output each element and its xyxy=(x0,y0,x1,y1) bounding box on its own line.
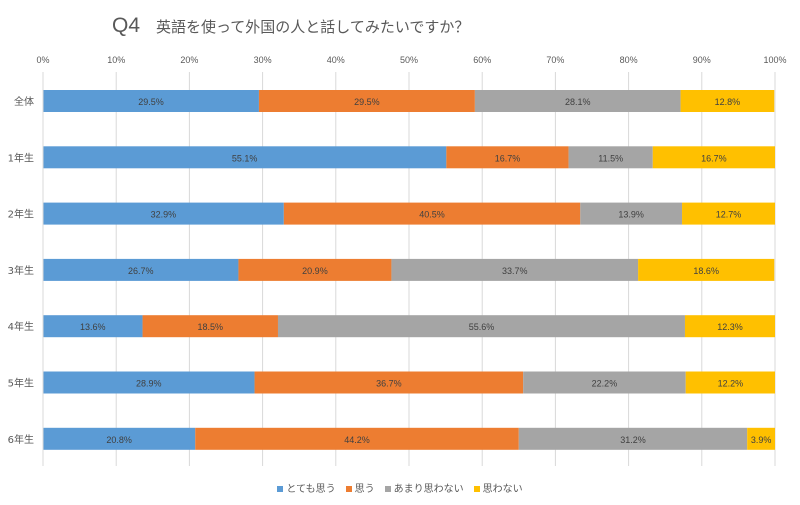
legend-swatch xyxy=(384,486,391,492)
bar-segment xyxy=(568,146,653,169)
data-label: 20.8% xyxy=(106,435,132,445)
x-tick-label: 70% xyxy=(546,55,564,65)
legend-label: 思わない xyxy=(482,484,523,495)
data-label: 29.5% xyxy=(354,97,380,107)
data-label: 33.7% xyxy=(502,266,528,276)
title-prefix: Q4 xyxy=(112,14,141,37)
bar-segment xyxy=(446,146,569,169)
category-label: 2年生 xyxy=(8,208,34,221)
legend-swatch xyxy=(277,486,284,492)
bar-segment xyxy=(685,371,775,394)
bar-segment xyxy=(277,315,685,338)
category-label: 5年生 xyxy=(8,377,34,390)
x-tick-label: 100% xyxy=(763,55,786,65)
data-label: 16.7% xyxy=(701,153,727,163)
data-label: 12.8% xyxy=(715,97,741,107)
data-label: 18.5% xyxy=(197,322,223,332)
legend-label: 思う xyxy=(354,484,375,495)
bar-segment xyxy=(142,315,278,338)
data-label: 55.1% xyxy=(232,153,258,163)
bar-segment xyxy=(43,427,196,450)
bar-segment xyxy=(652,146,775,169)
data-label: 16.7% xyxy=(495,153,521,163)
data-label: 32.9% xyxy=(151,210,177,220)
bar-segment xyxy=(747,427,775,450)
legend-item: あまり思わない xyxy=(384,480,464,495)
data-label: 13.6% xyxy=(80,322,106,332)
bar-segment xyxy=(254,371,524,394)
data-label: 26.7% xyxy=(128,266,154,276)
legend-item: 思わない xyxy=(473,480,523,495)
chart-title: Q4 英語を使って外国の人と話してみたいですか？ xyxy=(112,14,469,38)
bar-segment xyxy=(680,90,775,112)
legend-swatch xyxy=(345,486,352,492)
x-tick-label: 60% xyxy=(473,55,491,65)
x-tick-label: 90% xyxy=(693,55,711,65)
bar-segment xyxy=(474,90,681,112)
legend-item: 思う xyxy=(345,480,375,495)
data-label: 20.9% xyxy=(302,266,328,276)
category-label: 6年生 xyxy=(8,433,34,446)
bar-segment xyxy=(684,315,775,338)
data-label: 22.2% xyxy=(592,379,618,389)
x-tick-label: 10% xyxy=(107,55,125,65)
legend-label: あまり思わない xyxy=(393,484,464,495)
bar-segment xyxy=(258,90,475,112)
category-label: 4年生 xyxy=(8,320,34,333)
bar-segment xyxy=(43,90,259,112)
title-text: 英語を使って外国の人と話してみたいですか？ xyxy=(156,18,470,36)
bar-segment xyxy=(283,202,581,225)
data-label: 29.5% xyxy=(138,97,164,107)
data-label: 44.2% xyxy=(344,435,370,445)
x-tick-label: 50% xyxy=(400,55,418,65)
data-label: 31.2% xyxy=(620,435,646,445)
legend-swatch xyxy=(473,486,480,492)
category-label: 全体 xyxy=(14,95,34,108)
data-label: 55.6% xyxy=(469,322,495,332)
bar-segment xyxy=(638,258,775,281)
bar-segment xyxy=(580,202,683,225)
data-label: 28.1% xyxy=(565,97,591,107)
legend-label: とても思う xyxy=(286,484,336,495)
bar-segment xyxy=(518,427,748,450)
data-label: 36.7% xyxy=(376,379,402,389)
data-label: 13.9% xyxy=(618,210,644,220)
bar-segment xyxy=(43,202,284,225)
bar-segment xyxy=(238,258,392,281)
bar-segment xyxy=(43,146,447,169)
bar-segment xyxy=(523,371,686,394)
data-label: 12.2% xyxy=(718,379,744,389)
data-label: 18.6% xyxy=(693,266,719,276)
category-label: 1年生 xyxy=(8,151,34,164)
legend-item: とても思う xyxy=(277,480,336,495)
x-tick-label: 40% xyxy=(327,55,345,65)
data-label: 40.5% xyxy=(419,210,445,220)
x-tick-label: 80% xyxy=(620,55,638,65)
legend: とても思う 思う あまり思わない 思わない xyxy=(0,480,800,495)
x-tick-label: 0% xyxy=(36,55,49,65)
data-label: 3.9% xyxy=(751,435,772,445)
bar-segment xyxy=(43,315,143,338)
x-tick-label: 20% xyxy=(180,55,198,65)
bar-segment xyxy=(682,202,775,225)
x-tick-label: 30% xyxy=(254,55,272,65)
category-label: 3年生 xyxy=(8,264,34,277)
data-label: 12.3% xyxy=(717,322,743,332)
data-label: 28.9% xyxy=(136,379,162,389)
data-label: 11.5% xyxy=(598,153,623,163)
bar-segment xyxy=(43,258,239,281)
bar-segment xyxy=(43,371,255,394)
bar-segment xyxy=(195,427,519,450)
bar-segment xyxy=(391,258,639,281)
data-label: 12.7% xyxy=(716,210,742,220)
